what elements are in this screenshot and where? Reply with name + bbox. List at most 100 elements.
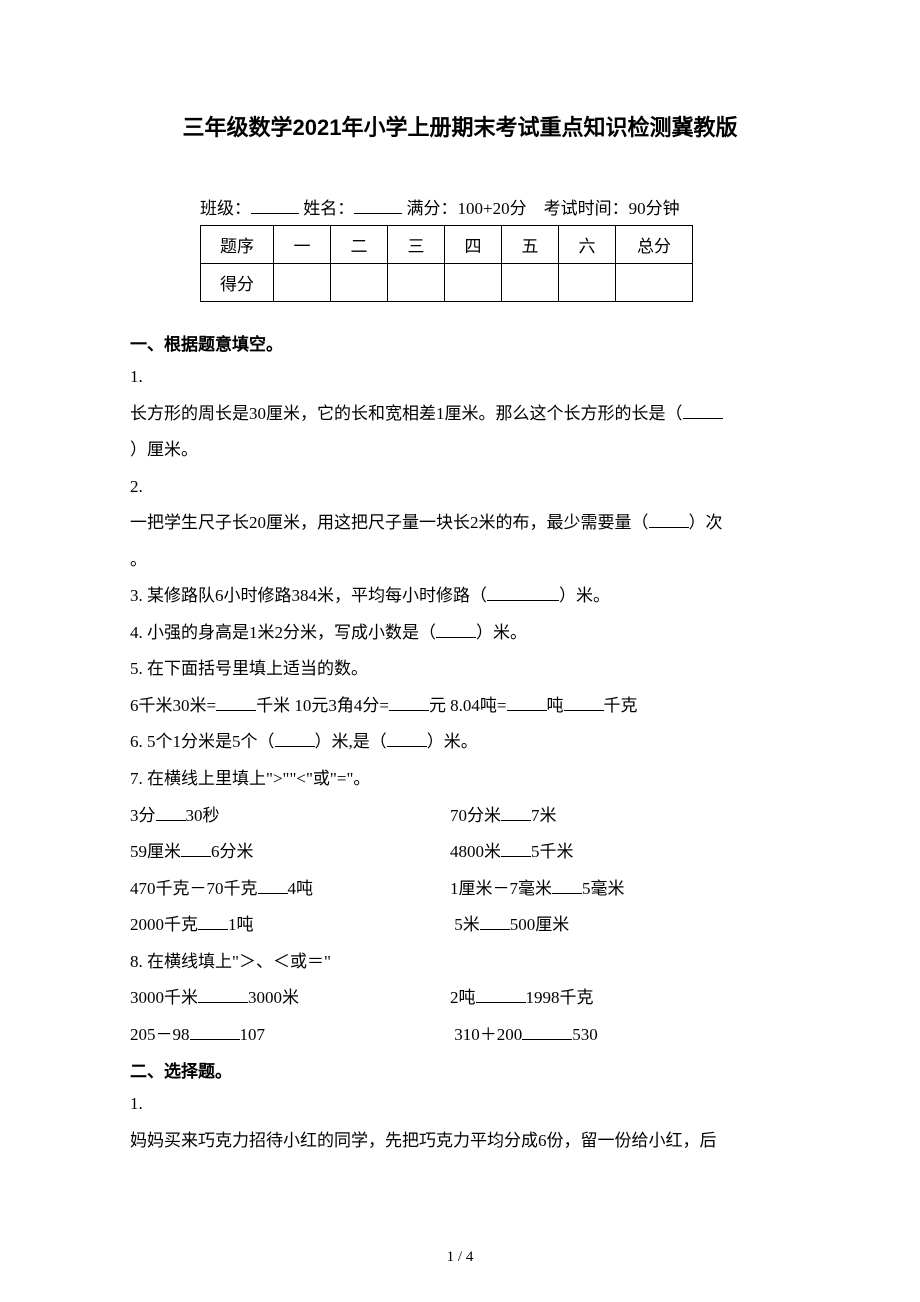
time-label: 考试时间： bbox=[544, 199, 629, 218]
q8-l2: 107 bbox=[240, 1025, 266, 1044]
fill-blank[interactable] bbox=[552, 876, 582, 894]
score-cell[interactable] bbox=[388, 264, 445, 302]
row-label: 题序 bbox=[201, 226, 274, 264]
q8-r1: 310＋200 bbox=[454, 1025, 522, 1044]
fill-blank[interactable] bbox=[387, 729, 427, 747]
fill-blank[interactable] bbox=[436, 620, 476, 638]
q7-r1: 70分米 bbox=[450, 806, 501, 825]
fill-blank[interactable] bbox=[507, 693, 547, 711]
q7-row: 3分 30秒 70分米 7米 bbox=[130, 798, 790, 835]
score-cell[interactable] bbox=[445, 264, 502, 302]
q7-row: 59厘米 6分米 4800米 5千米 bbox=[130, 834, 790, 871]
q7-text: 7. 在横线上里填上">""<"或"="。 bbox=[130, 761, 790, 798]
q7-r2: 7米 bbox=[531, 806, 557, 825]
q7-r1: 1厘米－7毫米 bbox=[450, 879, 552, 898]
fill-blank[interactable] bbox=[216, 693, 256, 711]
exam-info-line: 班级： 姓名： 满分：100+20分 考试时间：90分钟 bbox=[200, 194, 790, 219]
q8-l1: 205－98 bbox=[130, 1025, 190, 1044]
q1-text-b: ）厘米。 bbox=[130, 432, 790, 469]
q2-text-a: 一把学生尺子长20厘米，用这把尺子量一块长2米的布，最少需要量（ bbox=[130, 513, 649, 532]
section-2-body: 1. 妈妈买来巧克力招待小红的同学，先把巧克力平均分成6份，留一份给小红，后 bbox=[130, 1086, 790, 1159]
fill-blank[interactable] bbox=[258, 876, 288, 894]
q8-row: 205－98107 310＋200530 bbox=[130, 1017, 790, 1054]
fullscore-value: 100+20分 bbox=[458, 199, 527, 218]
fill-blank[interactable] bbox=[476, 985, 526, 1003]
row-label: 得分 bbox=[201, 264, 274, 302]
class-label: 班级： bbox=[200, 199, 251, 218]
fill-blank[interactable] bbox=[564, 693, 604, 711]
col-header: 四 bbox=[445, 226, 502, 264]
q5-part: 千克 bbox=[604, 696, 638, 715]
table-row: 得分 bbox=[201, 264, 693, 302]
s2-q1-text: 妈妈买来巧克力招待小红的同学，先把巧克力平均分成6份，留一份给小红，后 bbox=[130, 1123, 790, 1160]
q8-r1: 2吨 bbox=[450, 988, 476, 1007]
q6-part: ）米,是（ bbox=[315, 732, 387, 751]
q8-l1: 3000千米 bbox=[130, 988, 198, 1007]
section-1-heading: 一、根据题意填空。 bbox=[130, 330, 790, 355]
fill-blank[interactable] bbox=[198, 985, 248, 1003]
q8-text: 8. 在横线填上"＞、＜或＝" bbox=[130, 944, 790, 981]
score-cell[interactable] bbox=[616, 264, 693, 302]
q7-r1: 5米 bbox=[454, 915, 480, 934]
q7-l1: 59厘米 bbox=[130, 842, 181, 861]
fill-blank[interactable] bbox=[156, 803, 186, 821]
q7-r1: 4800米 bbox=[450, 842, 501, 861]
q2-text-c: 。 bbox=[130, 542, 790, 579]
class-blank[interactable] bbox=[251, 194, 299, 214]
fill-blank[interactable] bbox=[181, 839, 211, 857]
q2-text-b: ）次 bbox=[689, 513, 723, 532]
score-cell[interactable] bbox=[274, 264, 331, 302]
q3-text-a: 3. 某修路队6小时修路384米，平均每小时修路（ bbox=[130, 586, 487, 605]
fill-blank[interactable] bbox=[501, 803, 531, 821]
fill-blank[interactable] bbox=[190, 1022, 240, 1040]
col-header: 五 bbox=[502, 226, 559, 264]
q7-l2: 6分米 bbox=[211, 842, 254, 861]
q8-row: 3000千米3000米 2吨1998千克 bbox=[130, 980, 790, 1017]
fill-blank[interactable] bbox=[487, 583, 559, 601]
score-cell[interactable] bbox=[559, 264, 616, 302]
q6-part: ）米。 bbox=[427, 732, 478, 751]
q5-part: 吨 bbox=[547, 696, 564, 715]
q8-l2: 3000米 bbox=[248, 988, 299, 1007]
time-value: 90分钟 bbox=[629, 199, 680, 218]
name-label: 姓名： bbox=[303, 199, 354, 218]
section-2-heading: 二、选择题。 bbox=[130, 1057, 790, 1082]
q3-text-b: ）米。 bbox=[559, 586, 610, 605]
s2-q1-num: 1. bbox=[130, 1086, 790, 1123]
fill-blank[interactable] bbox=[480, 912, 510, 930]
col-header: 二 bbox=[331, 226, 388, 264]
q7-l2: 4吨 bbox=[288, 879, 314, 898]
page-title: 三年级数学2021年小学上册期末考试重点知识检测冀教版 bbox=[130, 110, 790, 142]
q7-l1: 3分 bbox=[130, 806, 156, 825]
page-footer: 1 / 4 bbox=[0, 1249, 920, 1266]
score-table: 题序 一 二 三 四 五 六 总分 得分 bbox=[200, 225, 693, 302]
col-header: 三 bbox=[388, 226, 445, 264]
fullscore-label: 满分： bbox=[407, 199, 458, 218]
name-blank[interactable] bbox=[354, 194, 402, 214]
fill-blank[interactable] bbox=[198, 912, 228, 930]
col-header: 总分 bbox=[616, 226, 693, 264]
score-cell[interactable] bbox=[331, 264, 388, 302]
q7-r2: 5毫米 bbox=[582, 879, 625, 898]
q5-text: 5. 在下面括号里填上适当的数。 bbox=[130, 651, 790, 688]
col-header: 六 bbox=[559, 226, 616, 264]
q7-r2: 5千米 bbox=[531, 842, 574, 861]
q5-part: 元 8.04吨= bbox=[429, 696, 507, 715]
col-header: 一 bbox=[274, 226, 331, 264]
q4-text-b: ）米。 bbox=[476, 623, 527, 642]
section-1-body: 1. 长方形的周长是30厘米，它的长和宽相差1厘米。那么这个长方形的长是（ ）厘… bbox=[130, 359, 790, 1053]
fill-blank[interactable] bbox=[649, 510, 689, 528]
q5-part: 千米 10元3角4分= bbox=[256, 696, 389, 715]
score-cell[interactable] bbox=[502, 264, 559, 302]
table-row: 题序 一 二 三 四 五 六 总分 bbox=[201, 226, 693, 264]
q4-text-a: 4. 小强的身高是1米2分米，写成小数是（ bbox=[130, 623, 436, 642]
fill-blank[interactable] bbox=[683, 401, 723, 419]
q2-num: 2. bbox=[130, 469, 790, 506]
q7-l2: 1吨 bbox=[228, 915, 254, 934]
fill-blank[interactable] bbox=[389, 693, 429, 711]
fill-blank[interactable] bbox=[522, 1022, 572, 1040]
fill-blank[interactable] bbox=[501, 839, 531, 857]
q7-l2: 30秒 bbox=[186, 806, 220, 825]
q7-row: 2000千克1吨 5米500厘米 bbox=[130, 907, 790, 944]
fill-blank[interactable] bbox=[275, 729, 315, 747]
